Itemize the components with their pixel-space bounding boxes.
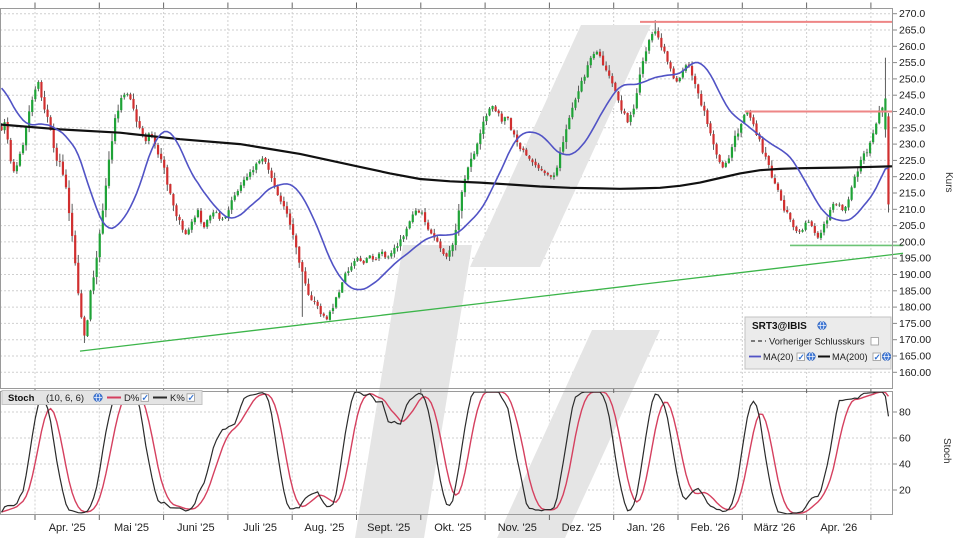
trend-line: [79, 252, 904, 352]
ma20-line: [0, 61, 889, 291]
price-tick-label: 185.00: [899, 285, 931, 297]
price-tick-label: 255.0: [899, 57, 925, 69]
stoch-k-checkbox[interactable]: [186, 393, 195, 402]
ma200-line: [0, 123, 894, 190]
month-label: Juni '25: [177, 522, 215, 534]
stoch-d-label: D%: [124, 393, 140, 404]
price-tick-label: 190.00: [899, 269, 931, 281]
ma20-checkbox-checkmark: ✓: [798, 352, 805, 362]
month-label: März '26: [754, 522, 796, 534]
stoch-name: Stoch: [8, 393, 35, 404]
instrument-symbol: SRT3@IBIS: [752, 321, 807, 332]
month-label: Jan. '26: [627, 522, 665, 534]
month-label: Nov. '25: [498, 522, 537, 534]
price-tick-label: 200.0: [899, 236, 925, 248]
stoch-params: (10, 6, 6): [46, 393, 84, 404]
panel-borders: [0, 8, 893, 515]
ma20-label: MA(20): [763, 352, 793, 362]
month-label: Apr. '25: [49, 522, 86, 534]
stoch-axis-title: Stoch: [941, 438, 952, 464]
price-tick-label: 205.0: [899, 220, 925, 232]
price-tick-label: 270.0: [899, 8, 925, 20]
price-tick-label: 210.0: [899, 204, 925, 216]
price-tick-label: 175.00: [899, 318, 931, 330]
price-axis-labels: 270.0 265.0 260.0 255.0 250.0 245.0 240.0 235.0…: [893, 8, 931, 379]
stoch-tick-label: 60: [899, 433, 911, 445]
month-label: Mai '25: [114, 522, 149, 534]
candlestick-series: [0, 20, 890, 343]
price-tick-label: 265.0: [899, 25, 925, 37]
ma20-checkbox[interactable]: [796, 352, 805, 361]
price-tick-label: 170.00: [899, 334, 931, 346]
prev-close-checkbox[interactable]: [870, 337, 879, 346]
price-tick-label: 215.0: [899, 188, 925, 200]
ma200-label: MA(200): [832, 352, 868, 362]
price-tick-label: 240.0: [899, 106, 925, 118]
price-tick-label: 235.0: [899, 122, 925, 134]
price-tick-label: 225.0: [899, 155, 925, 167]
symbol-settings-icon[interactable]: [817, 320, 827, 331]
stoch-tick-label: 40: [899, 459, 911, 471]
month-label: Feb. '26: [690, 522, 729, 534]
price-tick-label: 195.00: [899, 253, 931, 265]
price-tick-label: 245.0: [899, 90, 925, 102]
month-label: Okt. '25: [434, 522, 472, 534]
month-label: Aug. '25: [304, 522, 344, 534]
price-tick-label: 165.00: [899, 351, 931, 363]
price-tick-label: 160.00: [899, 367, 931, 379]
stoch-k-checkbox-checkmark: ✓: [188, 393, 195, 403]
month-label: Apr. '26: [820, 522, 857, 534]
month-label: Juli '25: [243, 522, 277, 534]
ma200-settings-icon[interactable]: [881, 351, 892, 362]
stoch-d-line: [1, 391, 890, 514]
stoch-k-line: [1, 391, 890, 515]
stoch-d-checkbox-checkmark: ✓: [142, 393, 149, 403]
stoch-tick-label: 80: [899, 407, 911, 419]
ma20-settings-icon[interactable]: [806, 351, 816, 362]
month-label: Dez. '25: [562, 522, 602, 534]
stoch-panel: [0, 391, 893, 515]
prev-close-label: Vorheriger Schlusskurs: [769, 337, 865, 347]
price-tick-label: 260.0: [899, 41, 925, 53]
price-tick-label: 180.00: [899, 302, 931, 314]
ma200-checkbox[interactable]: [872, 352, 881, 361]
price-tick-label: 250.0: [899, 73, 925, 85]
ma200-checkbox-checkmark: ✓: [874, 352, 881, 362]
stoch-tick-label: 20: [899, 485, 911, 497]
price-axis-title: Kurs: [943, 172, 954, 193]
stoch-d-checkbox[interactable]: [140, 393, 149, 402]
stoch-settings-icon[interactable]: [93, 392, 103, 403]
stoch-legend: Stoch (10, 6, 6) D% ✓ K% ✓: [1, 390, 203, 405]
price-tick-label: 230.0: [899, 139, 925, 151]
stoch-axis-labels: 80 60 40 20: [893, 407, 911, 497]
time-axis-labels: Apr. '25 Mai '25 Juni '25 Juli '25 Aug. '25 S…: [49, 522, 858, 534]
price-tick-label: 220.0: [899, 171, 925, 183]
price-legend: SRT3@IBIS Vorheriger Schlusskurs MA(20) ✓ MA…: [744, 316, 892, 370]
stoch-k-label: K%: [170, 393, 185, 404]
month-label: Sept. '25: [367, 522, 410, 534]
